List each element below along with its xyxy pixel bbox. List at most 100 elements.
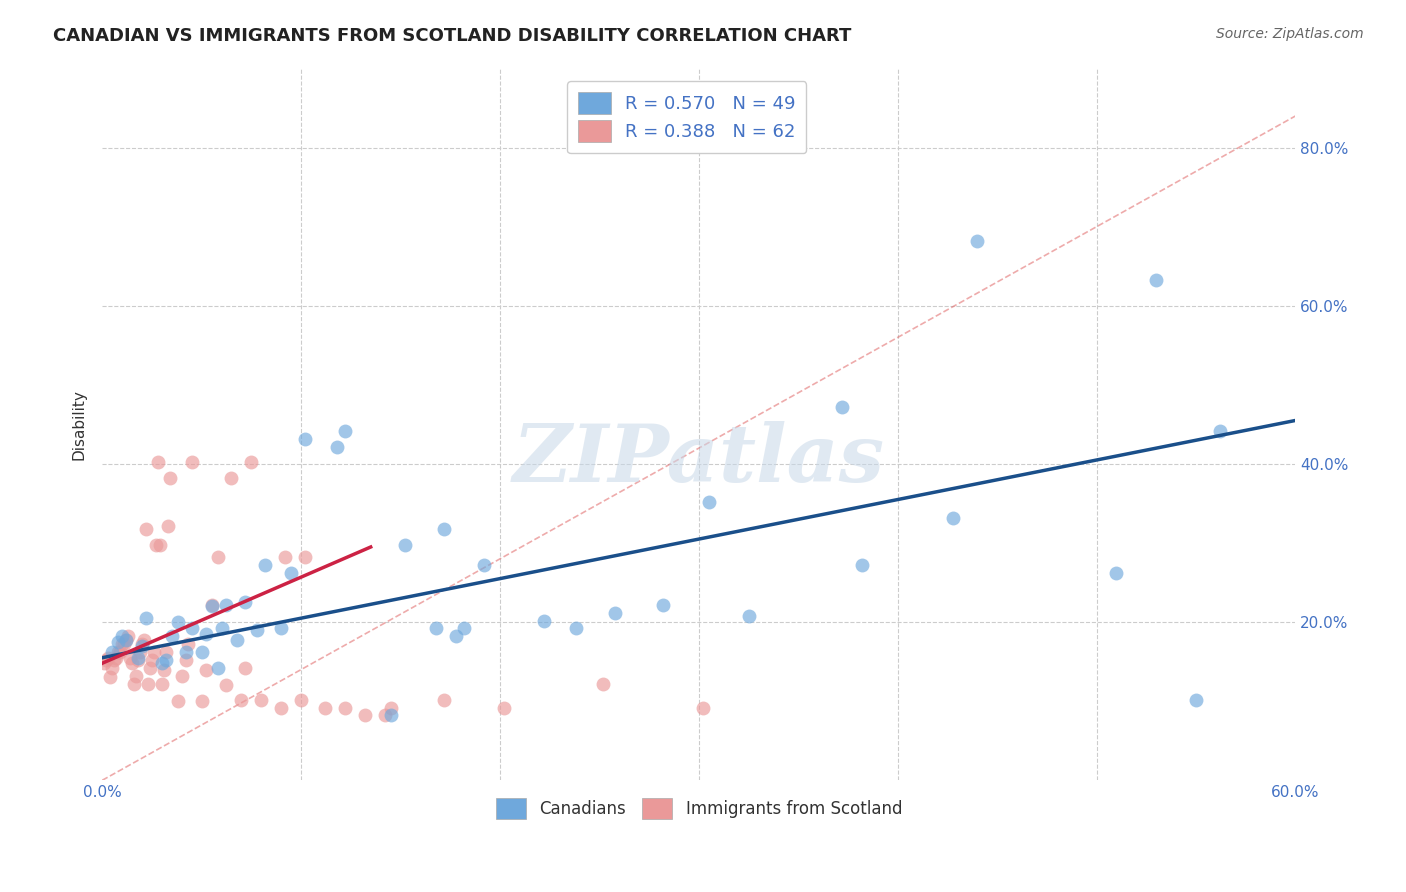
Point — [492, 700, 515, 714]
Point — [125, 669, 148, 683]
Point — [166, 694, 188, 708]
Point — [966, 234, 988, 248]
Point — [211, 622, 233, 636]
Text: CANADIAN VS IMMIGRANTS FROM SCOTLAND DISABILITY CORRELATION CHART: CANADIAN VS IMMIGRANTS FROM SCOTLAND DIS… — [53, 27, 852, 45]
Point — [170, 669, 193, 683]
Point — [98, 671, 121, 685]
Point — [127, 653, 149, 667]
Point — [115, 632, 138, 647]
Point — [129, 645, 152, 659]
Point — [290, 692, 312, 706]
Point — [333, 700, 356, 714]
Point — [180, 455, 202, 469]
Point — [235, 595, 257, 609]
Point — [155, 645, 177, 659]
Point — [150, 657, 173, 671]
Point — [117, 629, 139, 643]
Point — [190, 645, 212, 659]
Point — [122, 677, 145, 691]
Point — [1105, 566, 1128, 580]
Point — [142, 645, 165, 659]
Point — [274, 550, 297, 565]
Point — [150, 677, 173, 691]
Point — [200, 598, 222, 612]
Point — [235, 661, 257, 675]
Point — [112, 637, 135, 651]
Point — [156, 518, 179, 533]
Point — [118, 650, 141, 665]
Point — [326, 440, 349, 454]
Point — [111, 629, 134, 643]
Point — [149, 538, 172, 552]
Point — [394, 538, 416, 552]
Point — [115, 632, 138, 647]
Point — [155, 653, 177, 667]
Point — [250, 692, 273, 706]
Point — [177, 637, 200, 651]
Point — [136, 677, 159, 691]
Point — [160, 629, 183, 643]
Point — [108, 645, 131, 659]
Point — [1185, 692, 1208, 706]
Point — [166, 615, 188, 629]
Point — [174, 653, 197, 667]
Point — [425, 622, 447, 636]
Point — [221, 471, 243, 485]
Point — [270, 700, 292, 714]
Point — [231, 692, 253, 706]
Point — [190, 694, 212, 708]
Point — [333, 424, 356, 438]
Point — [105, 650, 128, 665]
Point — [101, 645, 124, 659]
Point — [131, 639, 153, 653]
Point — [214, 678, 236, 692]
Point — [96, 653, 118, 667]
Point — [374, 708, 396, 723]
Point — [472, 558, 495, 573]
Legend: Canadians, Immigrants from Scotland: Canadians, Immigrants from Scotland — [489, 792, 908, 825]
Point — [353, 708, 375, 723]
Point — [380, 708, 402, 723]
Point — [564, 622, 586, 636]
Point — [174, 645, 197, 659]
Point — [240, 455, 263, 469]
Point — [444, 629, 467, 643]
Y-axis label: Disability: Disability — [72, 389, 86, 460]
Point — [131, 637, 153, 651]
Point — [851, 558, 873, 573]
Point — [652, 598, 675, 612]
Point — [433, 522, 456, 536]
Point — [135, 611, 157, 625]
Point — [533, 614, 555, 628]
Point — [453, 622, 475, 636]
Point — [592, 677, 614, 691]
Point — [121, 657, 143, 671]
Point — [433, 692, 456, 706]
Point — [153, 663, 176, 677]
Point — [254, 558, 277, 573]
Point — [294, 550, 316, 565]
Point — [280, 566, 302, 580]
Point — [692, 700, 714, 714]
Point — [737, 608, 759, 623]
Point — [159, 471, 181, 485]
Point — [135, 522, 157, 536]
Point — [103, 653, 125, 667]
Point — [942, 510, 965, 524]
Point — [107, 635, 129, 649]
Point — [1209, 424, 1232, 438]
Point — [139, 661, 162, 675]
Point — [831, 400, 853, 414]
Point — [697, 495, 720, 509]
Point — [194, 663, 217, 677]
Point — [146, 455, 169, 469]
Point — [207, 661, 229, 675]
Point — [97, 650, 120, 665]
Point — [380, 700, 402, 714]
Point — [605, 606, 627, 620]
Point — [226, 632, 249, 647]
Point — [270, 622, 292, 636]
Point — [132, 632, 155, 647]
Point — [214, 598, 236, 612]
Text: ZIPatlas: ZIPatlas — [513, 421, 884, 499]
